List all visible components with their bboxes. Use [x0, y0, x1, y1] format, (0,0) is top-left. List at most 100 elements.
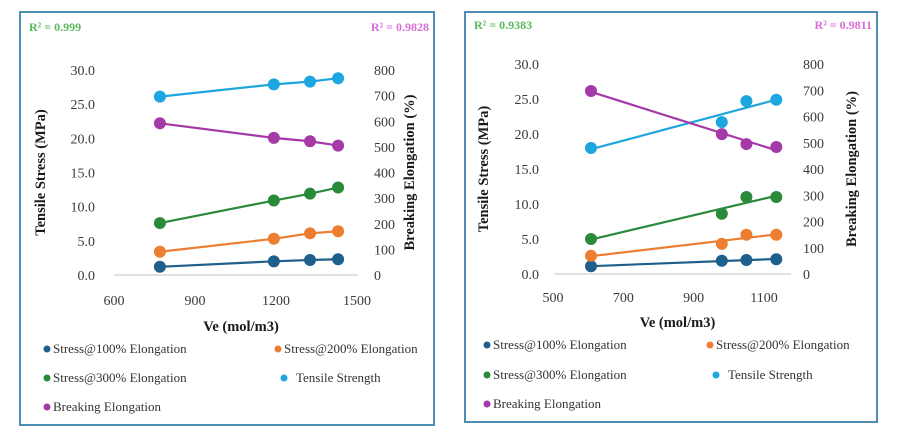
chart-panel-left: R² = 0.999 R² = 0.9828 0.0 5.0 10.0 15.0 20.0 2… [19, 11, 435, 426]
trend-line-3 [590, 98, 777, 151]
y2-axis-title: Breaking Elongation (%) [402, 94, 418, 250]
y-tick-label: 30.0 [515, 58, 540, 73]
legend-label-2: Stress@300% Elongation [493, 367, 627, 382]
y2-tick-label: 400 [374, 167, 395, 182]
legend-label-1: Stress@200% Elongation [716, 337, 850, 352]
data-point-s4-p3 [770, 140, 783, 153]
data-point-s1-p2 [304, 227, 317, 240]
data-point-s0-p0 [153, 260, 166, 273]
trend-line-2 [590, 194, 777, 241]
x-tick-label: 1200 [262, 294, 290, 309]
data-point-s2-p1 [715, 207, 728, 220]
y-tick-label: 10.0 [515, 198, 540, 213]
y2-tick-label: 0 [803, 268, 810, 283]
y-axis-title: Tensile Stress (MPa) [476, 106, 492, 233]
y-tick-label: 0.0 [78, 269, 96, 284]
r2-label-elongation: R² = 0.9828 [371, 20, 429, 34]
r2-label-stress: R² = 0.999 [29, 20, 81, 34]
y-tick-label: 25.0 [515, 93, 540, 108]
y2-tick-label: 0 [374, 269, 381, 284]
data-point-s1-p3 [332, 225, 345, 238]
y-tick-label: 15.0 [71, 167, 96, 182]
y2-tick-label: 500 [803, 137, 824, 152]
data-point-s1-p0 [153, 245, 166, 258]
data-point-s0-p3 [332, 253, 345, 266]
x-axis-title: Ve (mol/m3) [640, 315, 716, 331]
data-point-s0-p1 [267, 255, 280, 268]
y-tick-label: 30.0 [71, 64, 96, 79]
x-tick-label: 600 [104, 294, 125, 309]
x-tick-label: 1100 [750, 291, 777, 306]
legend-label-3: Tensile Strength [296, 370, 381, 385]
data-point-s4-p1 [267, 131, 280, 144]
y2-tick-label: 300 [803, 189, 824, 204]
y2-tick-label: 200 [803, 216, 824, 231]
data-point-s1-p3 [770, 228, 783, 241]
x-tick-label: 900 [185, 294, 206, 309]
legend-label-3: Tensile Strength [728, 367, 813, 382]
x-axis-title: Ve (mol/m3) [203, 319, 279, 335]
legend-marker-2 [483, 371, 491, 379]
r2-label-elongation: R² = 0.9811 [815, 18, 872, 32]
data-point-s0-p3 [770, 253, 783, 266]
data-point-s0-p2 [304, 253, 317, 266]
x-tick-label: 1500 [343, 294, 371, 309]
data-point-s3-p0 [584, 142, 597, 154]
legend-marker-3 [712, 371, 720, 379]
data-point-s0-p0 [584, 260, 597, 273]
legend-marker-2 [43, 374, 51, 382]
series-line-0 [159, 258, 339, 268]
y-tick-label: 15.0 [515, 163, 540, 178]
data-point-s2-p0 [584, 233, 597, 245]
y2-tick-label: 300 [374, 192, 395, 207]
y2-tick-label: 100 [374, 243, 395, 258]
legend-marker-3 [280, 374, 288, 382]
legend-label-4: Breaking Elongation [493, 396, 601, 411]
y2-tick-label: 800 [803, 58, 824, 73]
data-point-s1-p2 [740, 228, 753, 241]
data-point-s2-p2 [740, 191, 753, 203]
legend-label-1: Stress@200% Elongation [284, 341, 418, 356]
data-point-s1-p1 [267, 232, 280, 245]
data-point-s2-p2 [304, 187, 317, 200]
series-line-3 [159, 77, 339, 98]
chart-right: R² = 0.9383 R² = 0.9811 0.0 5.0 10.0 15.0 20.0… [474, 18, 872, 411]
y-tick-label: 5.0 [522, 233, 540, 248]
y-axis-title: Tensile Stress (MPa) [33, 109, 49, 236]
y2-tick-label: 800 [374, 64, 395, 79]
legend-marker-4 [43, 403, 51, 411]
y2-tick-label: 200 [374, 218, 395, 233]
data-point-s1-p0 [584, 249, 597, 262]
legend-label-2: Stress@300% Elongation [53, 370, 187, 385]
data-point-s3-p1 [267, 78, 280, 91]
data-point-s4-p1 [715, 128, 728, 141]
series-line-4 [159, 122, 339, 147]
data-point-s3-p0 [153, 90, 166, 103]
legend-label-0: Stress@100% Elongation [493, 337, 627, 352]
y-tick-label: 10.0 [71, 201, 96, 216]
data-point-s4-p3 [332, 139, 345, 152]
data-point-s4-p2 [304, 135, 317, 148]
y2-tick-label: 100 [803, 242, 824, 257]
legend-label-4: Breaking Elongation [53, 399, 161, 414]
data-point-s0-p2 [740, 254, 753, 266]
y2-tick-label: 600 [803, 111, 824, 126]
y2-tick-label: 500 [374, 141, 395, 156]
chart-left: R² = 0.999 R² = 0.9828 0.0 5.0 10.0 15.0 20.0 2… [29, 20, 429, 414]
y-tick-label: 5.0 [78, 235, 96, 250]
y2-axis-title: Breaking Elongation (%) [844, 91, 860, 247]
y2-tick-label: 400 [803, 163, 824, 178]
data-point-s3-p3 [770, 93, 783, 106]
legend-marker-1 [706, 341, 714, 349]
data-point-s4-p0 [153, 117, 166, 130]
data-point-s2-p3 [332, 181, 345, 194]
data-point-s3-p2 [304, 75, 317, 88]
data-point-s3-p2 [740, 95, 753, 108]
y-tick-label: 25.0 [71, 98, 96, 113]
y2-tick-label: 700 [374, 90, 395, 105]
r2-label-stress: R² = 0.9383 [474, 18, 532, 32]
series-line-1 [159, 230, 339, 253]
data-point-s4-p0 [584, 85, 597, 98]
y-tick-label: 0.0 [522, 268, 540, 283]
data-point-s1-p1 [715, 237, 728, 250]
